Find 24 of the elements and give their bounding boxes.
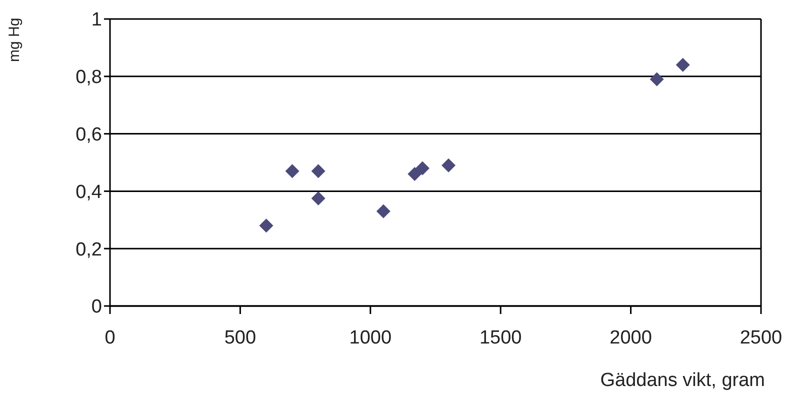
y-tick-label: 0,8 [76,67,102,88]
x-tick-label: 500 [224,327,256,348]
point [311,191,326,206]
point [285,164,300,178]
x-tick-label: 1500 [479,327,522,348]
x-tick-label: 2000 [610,327,652,348]
point [259,218,274,233]
point [442,158,456,172]
y-axis-title: mg Hg [6,18,23,62]
x-tick-label: 0 [104,327,116,348]
point [408,166,422,181]
y-tick-label: 1 [91,10,102,31]
y-tick-label: 0 [91,296,102,318]
point [676,58,690,72]
y-tick-label: 0,6 [76,124,102,146]
x-tick-label: 1000 [349,327,392,348]
point [376,204,390,218]
y-tick-label: 0,2 [76,239,102,260]
point [650,72,664,86]
x-axis-title: Gäddans vikt, gram [600,370,765,392]
y-tick-label: 0,4 [76,182,102,203]
point [311,164,326,178]
point [415,161,430,176]
x-tick-label: 2500 [740,327,782,348]
